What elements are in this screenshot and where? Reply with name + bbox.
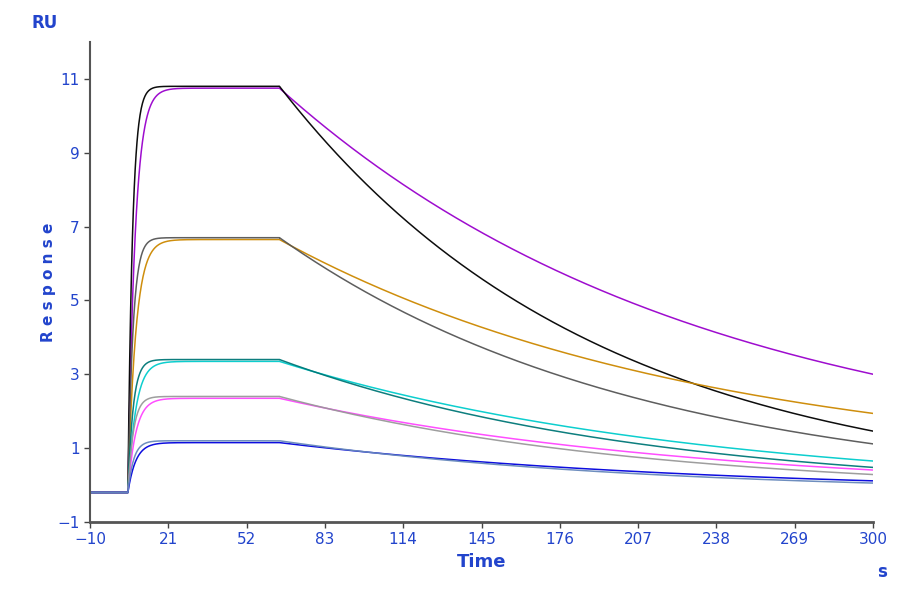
- X-axis label: Time: Time: [456, 553, 506, 571]
- Text: s: s: [877, 563, 886, 581]
- Y-axis label: R e s p o n s e: R e s p o n s e: [41, 223, 57, 341]
- Text: RU: RU: [32, 14, 58, 32]
